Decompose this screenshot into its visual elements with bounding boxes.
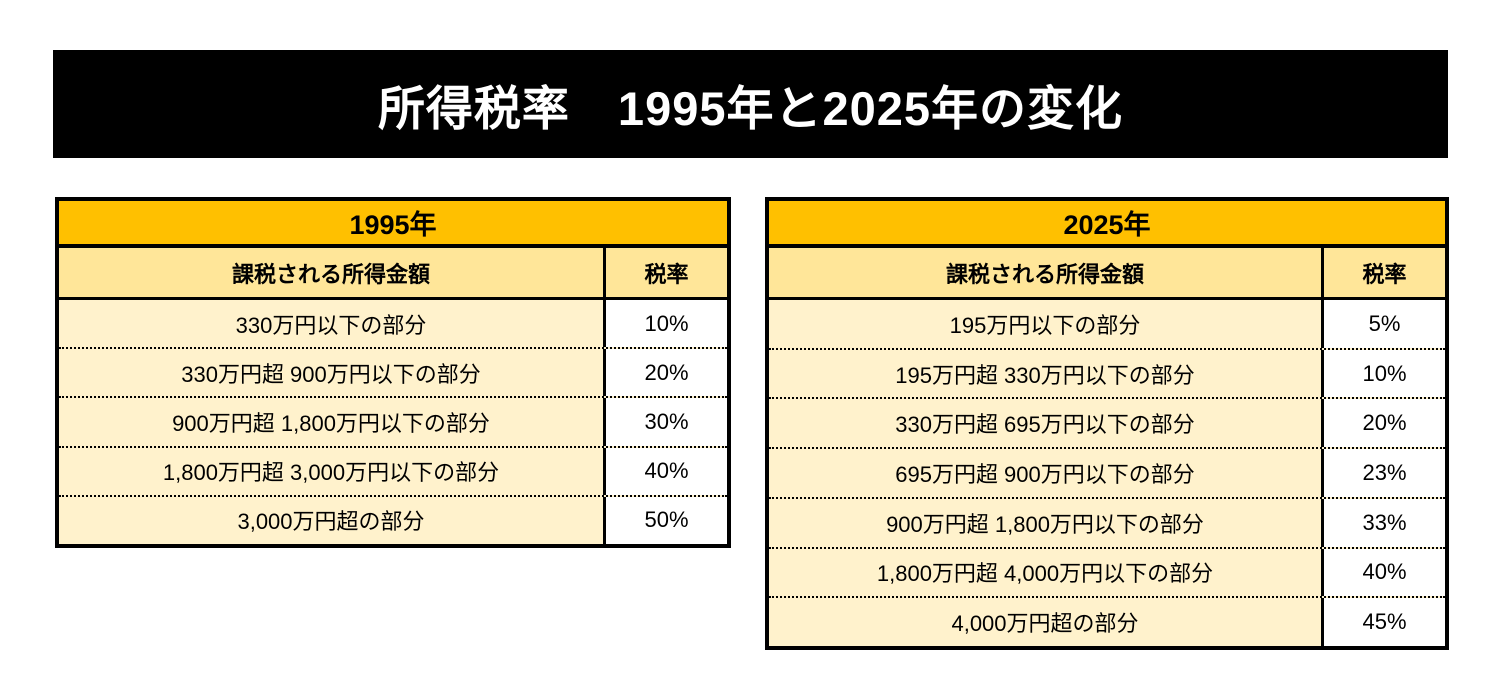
title-banner: 所得税率 1995年と2025年の変化 xyxy=(53,50,1448,158)
column-header-income: 課税される所得金額 xyxy=(59,248,603,297)
column-header-income: 課税される所得金額 xyxy=(769,248,1321,297)
tax-table-1995: 1995年 課税される所得金額 税率 330万円以下の部分 10% 330万円超 9… xyxy=(55,197,731,548)
income-range-cell: 330万円超 695万円以下の部分 xyxy=(769,399,1321,448)
tax-rate-cell: 40% xyxy=(603,447,727,495)
income-range-cell: 4,000万円超の部分 xyxy=(769,598,1321,647)
table-year-header-1995: 1995年 xyxy=(59,201,727,248)
column-header-rate: 税率 xyxy=(1321,248,1445,297)
tax-rate-cell: 23% xyxy=(1321,449,1445,497)
column-header-rate: 税率 xyxy=(603,248,727,297)
income-range-cell: 900万円超 1,800万円以下の部分 xyxy=(769,498,1321,547)
tax-rate-cell: 20% xyxy=(1321,399,1445,448)
table-column-header-row: 課税される所得金額 税率 xyxy=(59,248,727,300)
table-year-header-2025: 2025年 xyxy=(769,201,1445,248)
income-range-cell: 3,000万円超の部分 xyxy=(59,496,603,545)
table-row: 3,000万円超の部分 50% xyxy=(59,494,727,545)
tax-rate-cell: 20% xyxy=(603,349,727,397)
table-row: 330万円以下の部分 10% xyxy=(59,300,727,348)
income-range-cell: 330万円以下の部分 xyxy=(59,300,603,348)
tax-rate-cell: 45% xyxy=(1321,598,1445,647)
table-row: 195万円以下の部分 5% xyxy=(769,300,1445,348)
tax-rate-cell: 10% xyxy=(1321,349,1445,398)
table-row: 330万円超 695万円以下の部分 20% xyxy=(769,397,1445,448)
table-row: 195万円超 330万円以下の部分 10% xyxy=(769,347,1445,398)
table-column-header-row: 課税される所得金額 税率 xyxy=(769,248,1445,300)
table-row: 900万円超 1,800万円以下の部分 30% xyxy=(59,396,727,446)
income-range-cell: 195万円以下の部分 xyxy=(769,300,1321,348)
income-range-cell: 330万円超 900万円以下の部分 xyxy=(59,349,603,397)
page-title: 所得税率 1995年と2025年の変化 xyxy=(377,81,1124,135)
tax-rate-cell: 5% xyxy=(1321,300,1445,348)
table-row: 1,800万円超 4,000万円以下の部分 40% xyxy=(769,546,1445,597)
income-range-cell: 1,800万円超 3,000万円以下の部分 xyxy=(59,447,603,495)
tax-rate-cell: 30% xyxy=(603,398,727,446)
tax-table-2025: 2025年 課税される所得金額 税率 195万円以下の部分 5% 195万円超 33… xyxy=(765,197,1449,650)
table-row: 900万円超 1,800万円以下の部分 33% xyxy=(769,496,1445,547)
tax-rate-cell: 50% xyxy=(603,496,727,545)
income-range-cell: 1,800万円超 4,000万円以下の部分 xyxy=(769,548,1321,597)
income-range-cell: 195万円超 330万円以下の部分 xyxy=(769,349,1321,398)
table-row: 695万円超 900万円以下の部分 23% xyxy=(769,447,1445,497)
table-body-2025: 195万円以下の部分 5% 195万円超 330万円以下の部分 10% 330万円超 6… xyxy=(769,300,1445,647)
table-body-1995: 330万円以下の部分 10% 330万円超 900万円以下の部分 20% 900万円超 … xyxy=(59,300,727,545)
income-range-cell: 695万円超 900万円以下の部分 xyxy=(769,449,1321,497)
table-row: 4,000万円超の部分 45% xyxy=(769,596,1445,647)
tax-rate-cell: 10% xyxy=(603,300,727,348)
table-row: 330万円超 900万円以下の部分 20% xyxy=(59,347,727,397)
income-range-cell: 900万円超 1,800万円以下の部分 xyxy=(59,398,603,446)
tax-rate-cell: 33% xyxy=(1321,498,1445,547)
table-row: 1,800万円超 3,000万円以下の部分 40% xyxy=(59,445,727,495)
tax-rate-cell: 40% xyxy=(1321,548,1445,597)
